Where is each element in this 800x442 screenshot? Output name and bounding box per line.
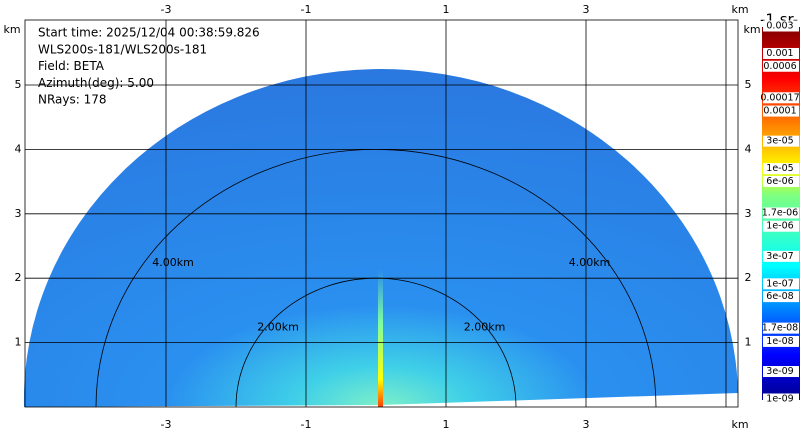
beam <box>378 270 383 407</box>
colorbar-label-bg <box>763 250 799 262</box>
header-line: Start time: 2025/12/04 00:38:59.826 <box>38 26 260 40</box>
y-tick-label: 2 <box>745 271 752 284</box>
colorbar-label: 0.001 <box>766 48 793 59</box>
colorbar-label: 1.7e-06 <box>762 207 798 218</box>
range-label: 2.00km <box>464 321 506 334</box>
y-tick-label: 1 <box>745 336 752 349</box>
header-line: Azimuth(deg): 5.00 <box>38 76 154 90</box>
colorbar-label: 0.0001 <box>763 106 796 117</box>
range-label: 4.00km <box>152 256 194 269</box>
colorbar-label: 1e-05 <box>766 163 793 174</box>
x-tick-label: -3 <box>161 3 172 16</box>
range-ring <box>95 149 657 408</box>
colorbar-label: 3e-09 <box>766 366 793 377</box>
colorbar-label-bg <box>763 20 799 32</box>
y-tick-label: 1 <box>15 336 22 349</box>
colorbar-label-bg <box>763 207 799 219</box>
y-tick-label: 5 <box>745 78 752 91</box>
header-line: Field: BETA <box>38 59 105 73</box>
colorbar-label-bg <box>763 135 799 147</box>
range-label: 2.00km <box>257 321 299 334</box>
range-ring <box>235 277 517 408</box>
colorbar-label-bg <box>763 220 799 232</box>
x-tick-label: 3 <box>583 3 590 16</box>
axis-unit: km <box>731 3 748 16</box>
x-tick-label: 1 <box>443 418 450 431</box>
axis-unit: km <box>731 418 748 431</box>
y-tick-label: 4 <box>15 142 22 155</box>
y-tick-label: 4 <box>745 142 752 155</box>
colorbar-label-bg <box>763 393 799 405</box>
colorbar-label-bg <box>763 175 799 187</box>
y-tick-label: 3 <box>15 207 22 220</box>
x-tick-label: 1 <box>443 3 450 16</box>
colorbar-label-bg <box>763 291 799 303</box>
colorbar-label-bg <box>763 366 799 378</box>
colorbar-label-bg <box>763 278 799 290</box>
x-tick-label: -1 <box>301 3 312 16</box>
colorbar-label: 0.00017 <box>760 92 799 103</box>
colorbar-label: 1e-09 <box>766 394 793 405</box>
y-tick-label: 3 <box>745 207 752 220</box>
colorbar-label-bg <box>763 322 799 334</box>
colorbar-label: 0.0006 <box>763 61 796 72</box>
y-tick-label: 5 <box>15 78 22 91</box>
colorbar-label-bg <box>763 335 799 347</box>
colorbar-label-bg <box>763 47 799 59</box>
axis-unit: km <box>3 23 20 36</box>
colorbar-label: 0.003 <box>766 21 793 32</box>
y-tick-label: 2 <box>15 271 22 284</box>
colorbar-label-bg <box>763 163 799 175</box>
colorbar-label: 1e-06 <box>766 221 793 232</box>
header-line: WLS200s-181/WLS200s-181 <box>38 42 207 56</box>
colorbar-label: 6e-06 <box>766 176 793 187</box>
x-tick-label: -3 <box>161 418 172 431</box>
colorbar-label-bg <box>763 60 799 72</box>
colorbar-label: 1e-08 <box>766 336 793 347</box>
colorbar-label: 3e-07 <box>766 251 793 262</box>
colorbar-label: 1e-07 <box>766 278 793 289</box>
x-tick-label: -1 <box>301 418 312 431</box>
colorbar-label: 1.7e-08 <box>762 323 798 334</box>
colorbar-label: 3e-05 <box>766 136 793 147</box>
range-label: 4.00km <box>569 256 611 269</box>
data-fan <box>23 68 738 408</box>
colorbar-label-bg <box>763 105 799 117</box>
header-line: NRays: 178 <box>38 93 107 107</box>
axis-unit: km <box>743 23 760 36</box>
colorbar-label: 6e-08 <box>766 291 793 302</box>
x-tick-label: 3 <box>583 418 590 431</box>
colorbar-label-bg <box>763 92 799 104</box>
